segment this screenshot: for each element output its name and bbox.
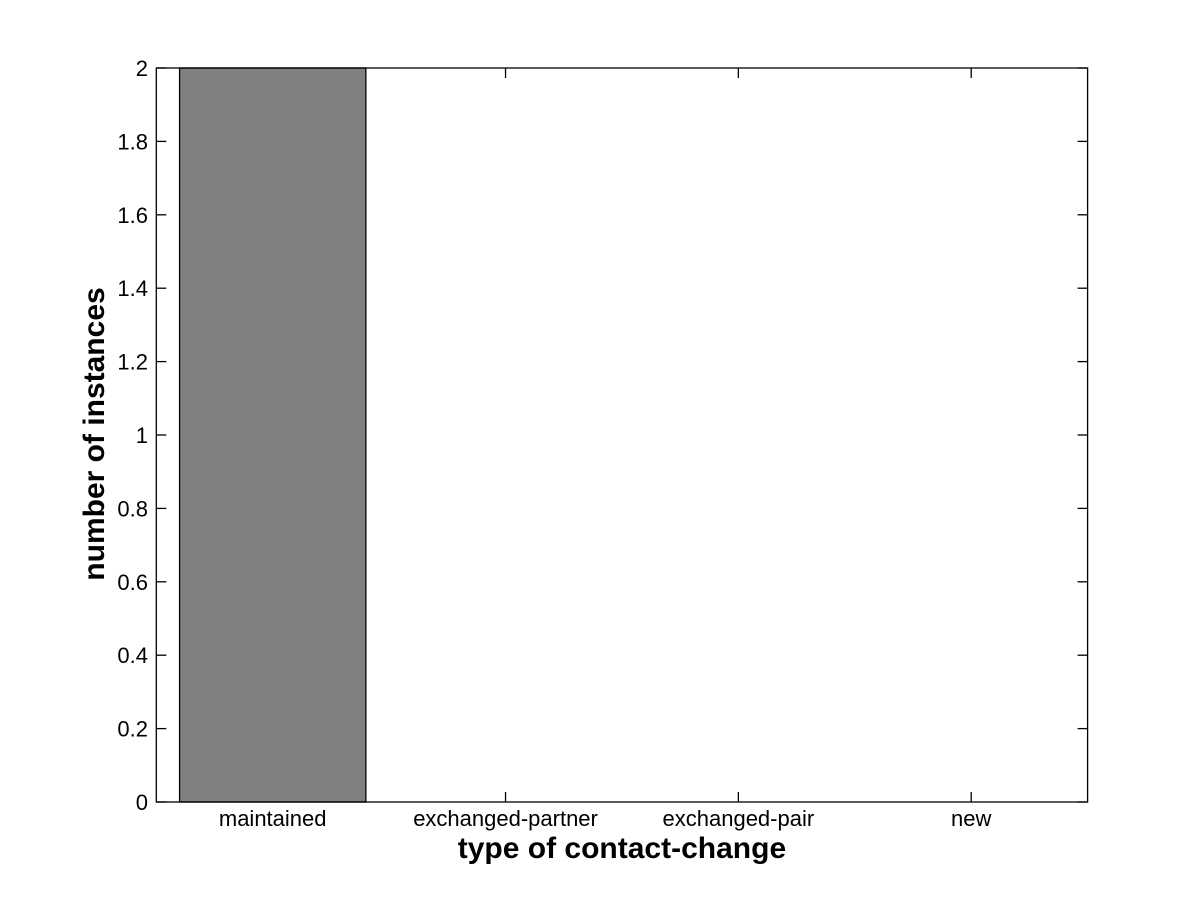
svg-text:0.6: 0.6 [117, 570, 148, 595]
svg-text:1.2: 1.2 [117, 350, 148, 375]
svg-text:number of instances: number of instances [78, 287, 111, 580]
svg-text:1.6: 1.6 [117, 203, 148, 228]
svg-text:2: 2 [136, 56, 148, 81]
svg-text:0.2: 0.2 [117, 717, 148, 742]
svg-text:1.4: 1.4 [117, 276, 148, 301]
svg-text:0: 0 [136, 790, 148, 815]
svg-text:new: new [951, 806, 991, 831]
svg-text:maintained: maintained [219, 806, 327, 831]
svg-text:1.8: 1.8 [117, 129, 148, 154]
svg-text:exchanged-partner: exchanged-partner [413, 806, 598, 831]
svg-text:0.8: 0.8 [117, 496, 148, 521]
svg-text:0.4: 0.4 [117, 643, 148, 668]
svg-text:type of contact-change: type of contact-change [458, 832, 786, 865]
svg-text:1: 1 [136, 423, 148, 448]
svg-text:exchanged-pair: exchanged-pair [663, 806, 815, 831]
